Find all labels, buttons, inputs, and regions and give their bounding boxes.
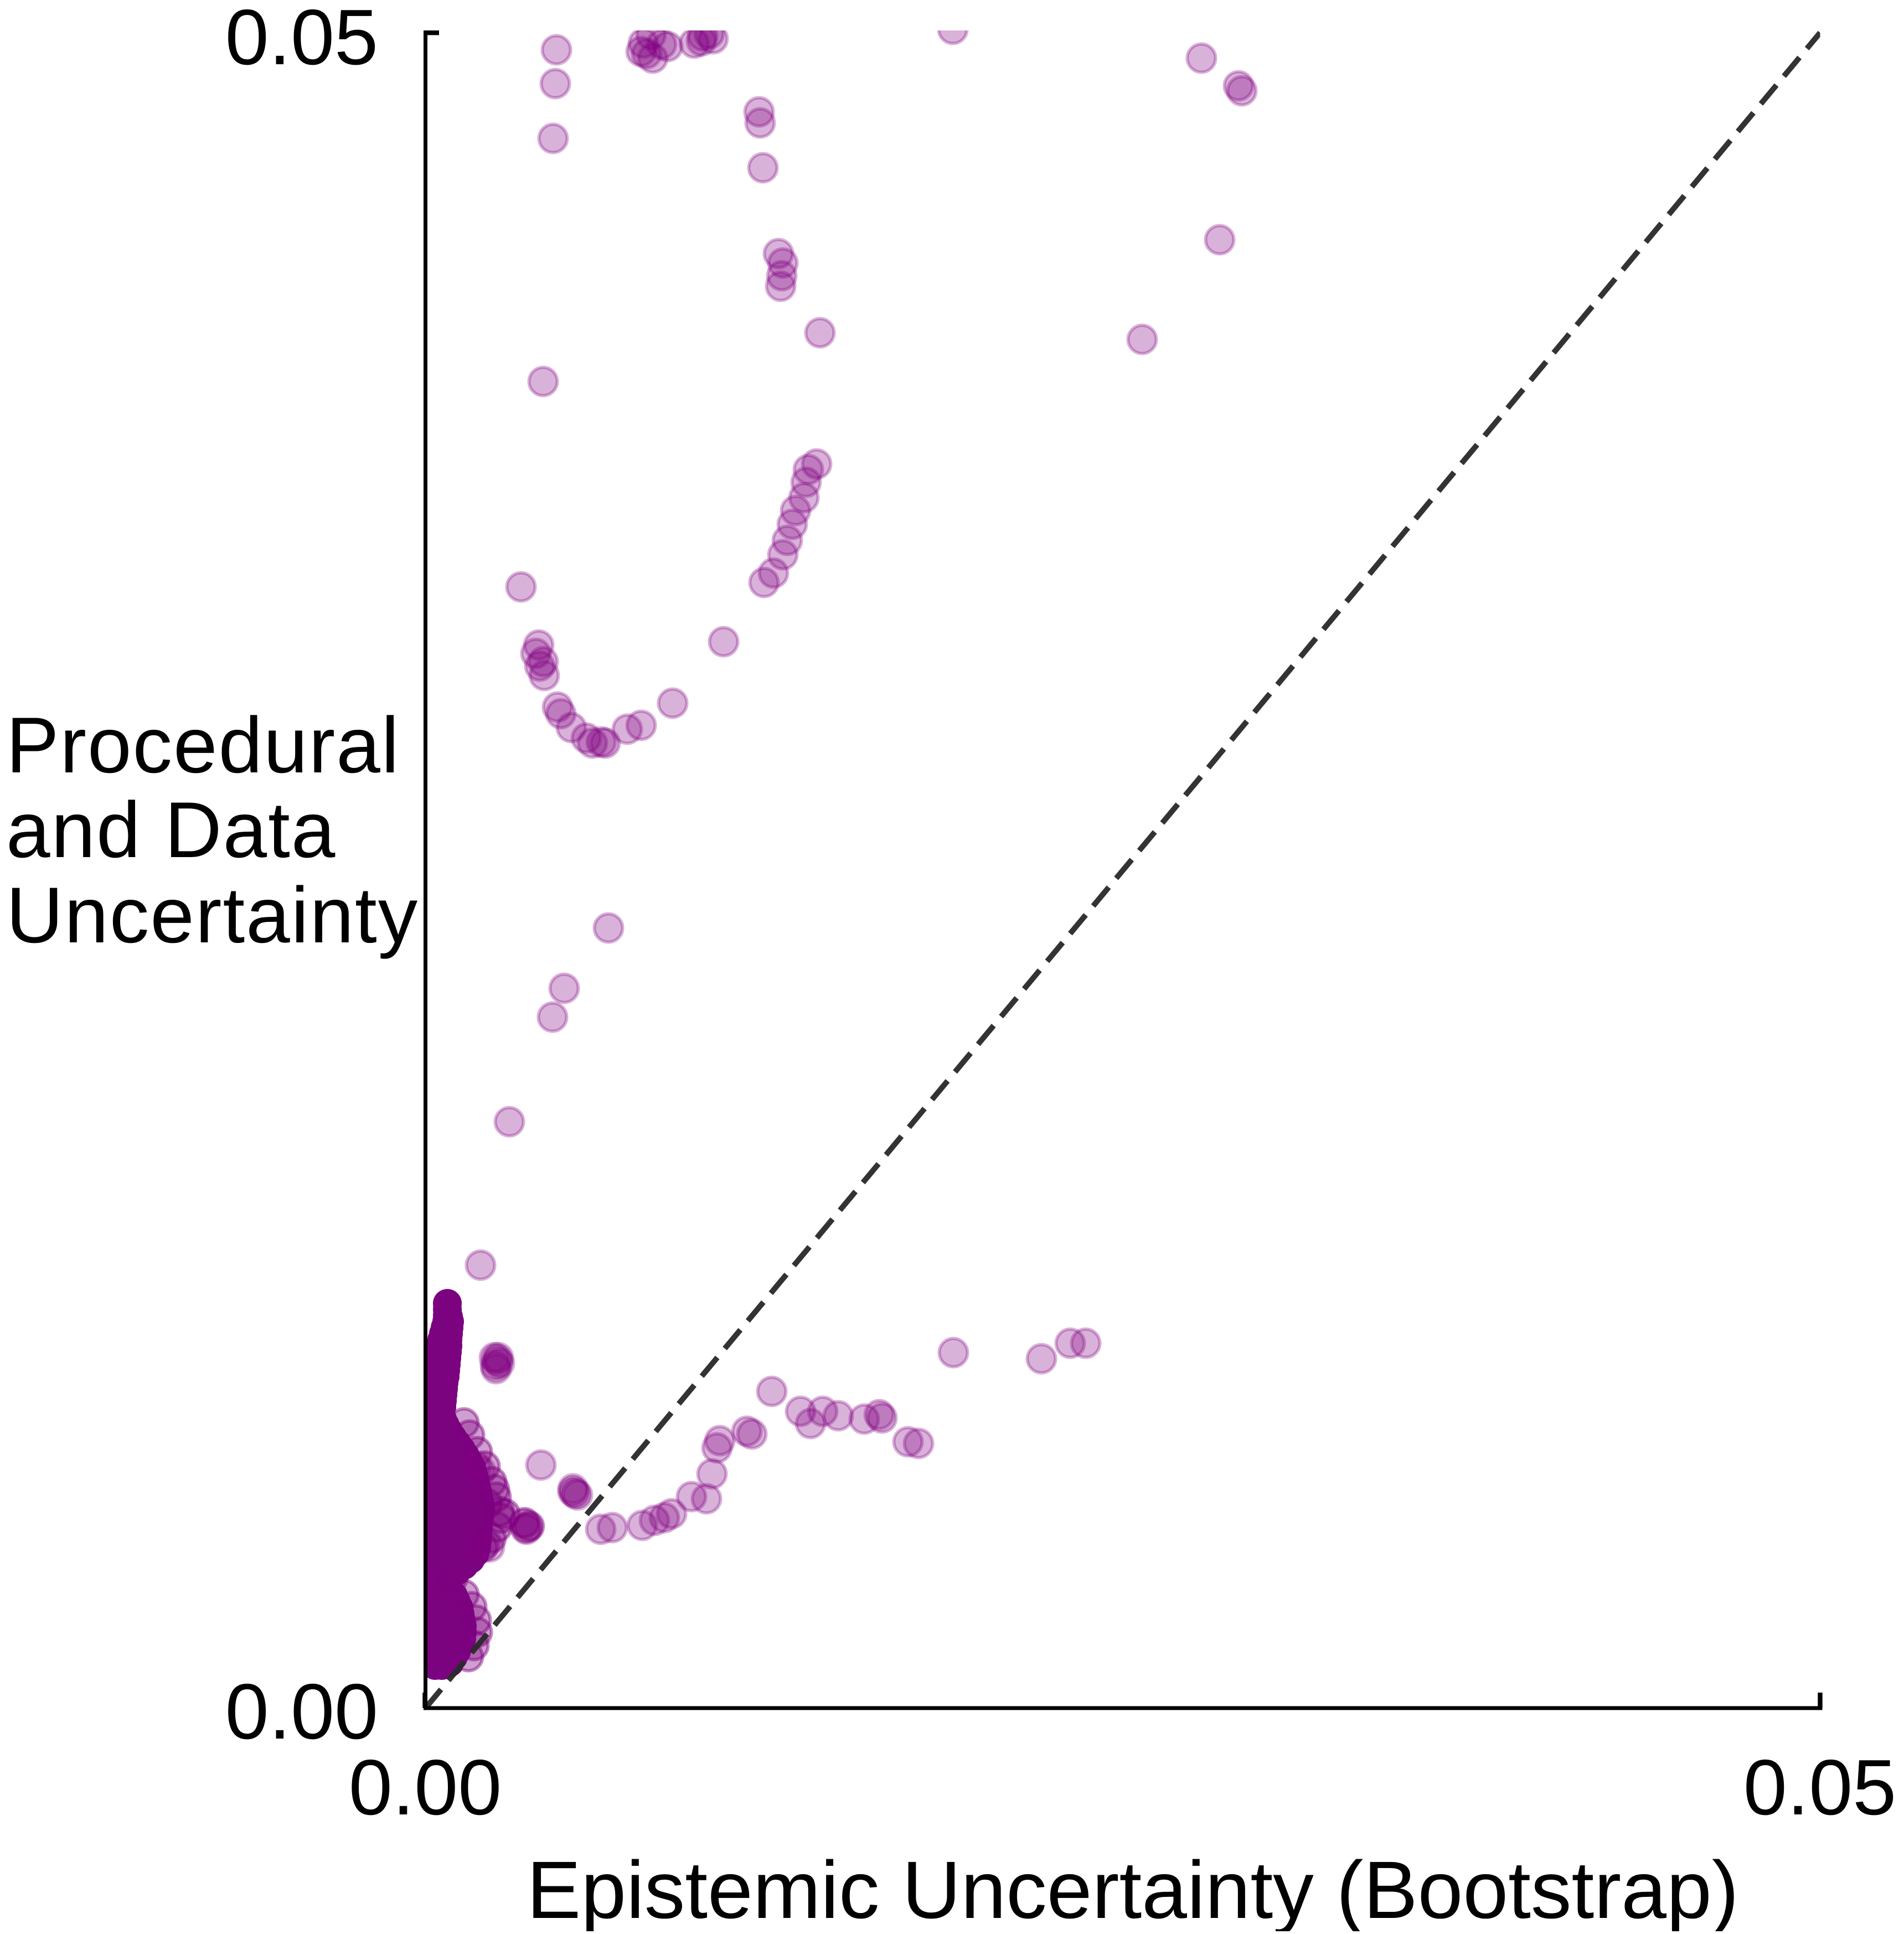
svg-text:and Data: and Data — [6, 786, 336, 874]
svg-text:Uncertainty: Uncertainty — [6, 871, 419, 960]
svg-text:0.00: 0.00 — [225, 1668, 378, 1756]
svg-text:0.05: 0.05 — [225, 0, 378, 81]
svg-text:0.05: 0.05 — [1743, 1744, 1896, 1832]
svg-text:Procedural: Procedural — [6, 702, 400, 790]
svg-text:Epistemic Uncertainty (Bootstr: Epistemic Uncertainty (Bootstrap) — [527, 1845, 1738, 1931]
svg-text:0.00: 0.00 — [349, 1744, 502, 1832]
